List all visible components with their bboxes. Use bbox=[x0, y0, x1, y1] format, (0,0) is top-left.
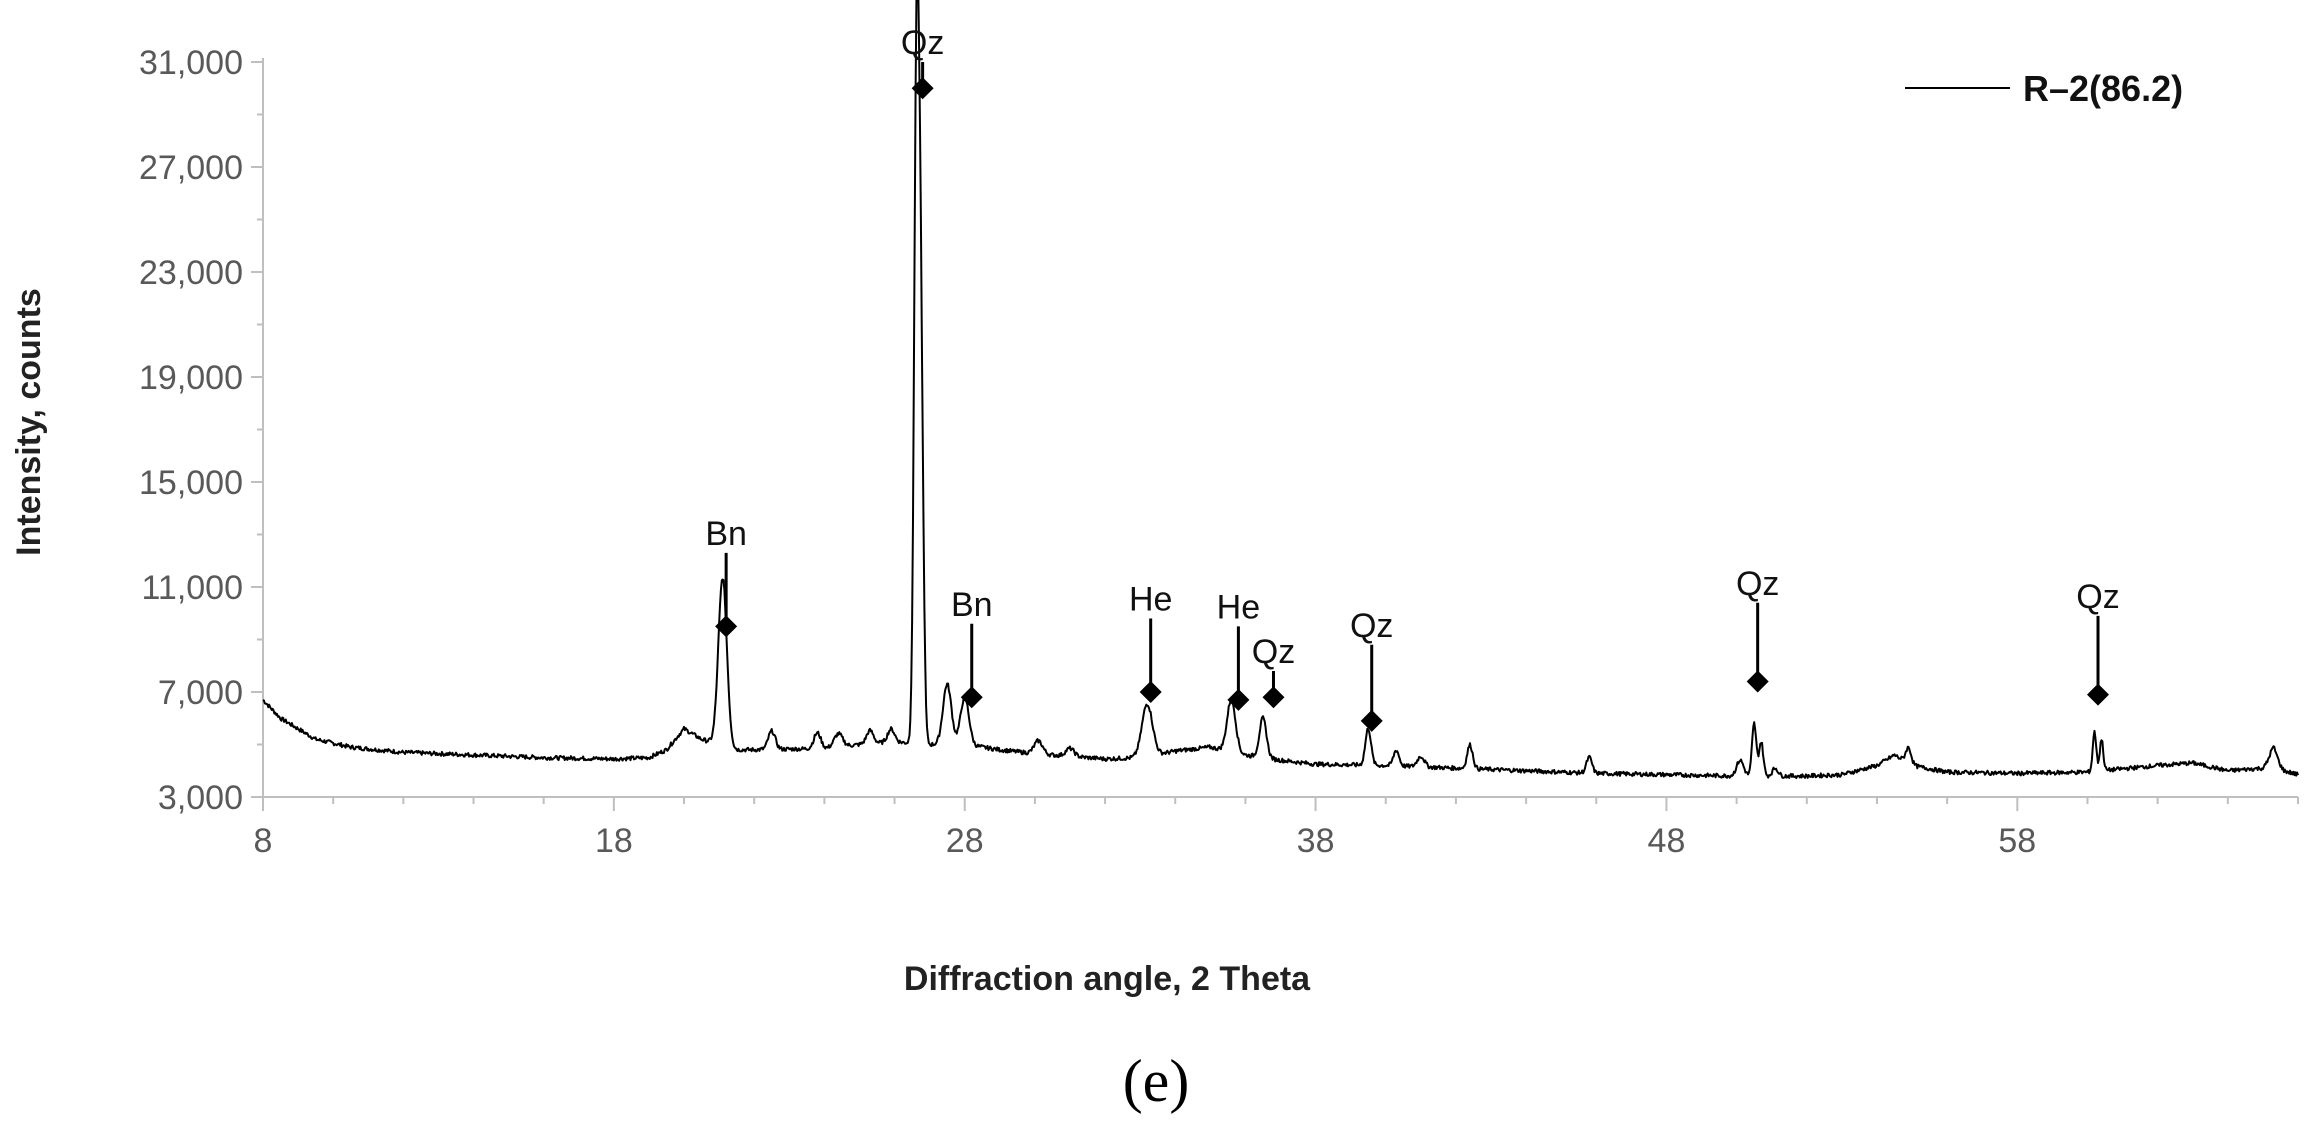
y-tick-label: 7,000 bbox=[158, 674, 243, 712]
x-tick-label: 28 bbox=[946, 822, 984, 860]
annotation-label: Qz bbox=[1736, 565, 1779, 603]
annotation-diamond-marker bbox=[1262, 686, 1285, 709]
annotation-label: He bbox=[1129, 581, 1172, 619]
annotation-label: Qz bbox=[1350, 607, 1393, 645]
legend: R–2(86.2) bbox=[1905, 68, 2183, 109]
annotation-diamond-marker bbox=[715, 615, 738, 638]
x-tick-label: 38 bbox=[1297, 822, 1335, 860]
y-tick-label: 3,000 bbox=[158, 779, 243, 817]
series-group bbox=[262, 0, 2299, 780]
y-tick-label: 23,000 bbox=[139, 254, 243, 292]
x-axis-title: Diffraction angle, 2 Theta bbox=[904, 960, 1311, 998]
annotation-label: Bn bbox=[951, 586, 993, 624]
annotation-diamond-marker bbox=[1746, 670, 1769, 693]
y-axis-title: Intensity, counts bbox=[10, 288, 48, 556]
annotation-diamond-marker bbox=[1139, 681, 1162, 703]
x-tick-label: 48 bbox=[1648, 822, 1686, 860]
legend-series-label: R–2(86.2) bbox=[2023, 68, 2183, 109]
y-tick-label: 31,000 bbox=[139, 44, 243, 82]
annotation-label: Qz bbox=[2076, 578, 2119, 616]
annotation-label: Qz bbox=[901, 24, 944, 62]
annotation-diamond-marker bbox=[1360, 709, 1383, 732]
annotation-label: Bn bbox=[705, 515, 747, 553]
x-axis: 8 18 28 38 48 58 bbox=[254, 796, 2299, 860]
annotations: Bn Qz Bn He He Qz Qz Qz Qz bbox=[705, 24, 2120, 732]
y-tick-label: 27,000 bbox=[139, 149, 243, 187]
x-tick-label: 8 bbox=[254, 822, 273, 860]
y-axis: 3,000 7,000 11,000 15,000 19,000 23,000 27,000… bbox=[139, 44, 264, 817]
annotation-diamond-marker bbox=[960, 686, 983, 709]
y-tick-label: 15,000 bbox=[139, 464, 243, 502]
series-line bbox=[262, 0, 2299, 780]
y-tick-label: 19,000 bbox=[139, 359, 243, 397]
annotation-label: Qz bbox=[1252, 633, 1295, 671]
x-tick-label: 58 bbox=[1998, 822, 2036, 860]
annotation-diamond-marker bbox=[2087, 683, 2110, 706]
annotation-label: He bbox=[1217, 588, 1260, 626]
y-tick-label: 11,000 bbox=[142, 569, 243, 607]
annotation-diamond-marker bbox=[1227, 688, 1250, 711]
panel-label: (e) bbox=[1123, 1048, 1190, 1114]
x-tick-label: 18 bbox=[595, 822, 633, 860]
annotation-diamond-marker bbox=[911, 77, 934, 100]
